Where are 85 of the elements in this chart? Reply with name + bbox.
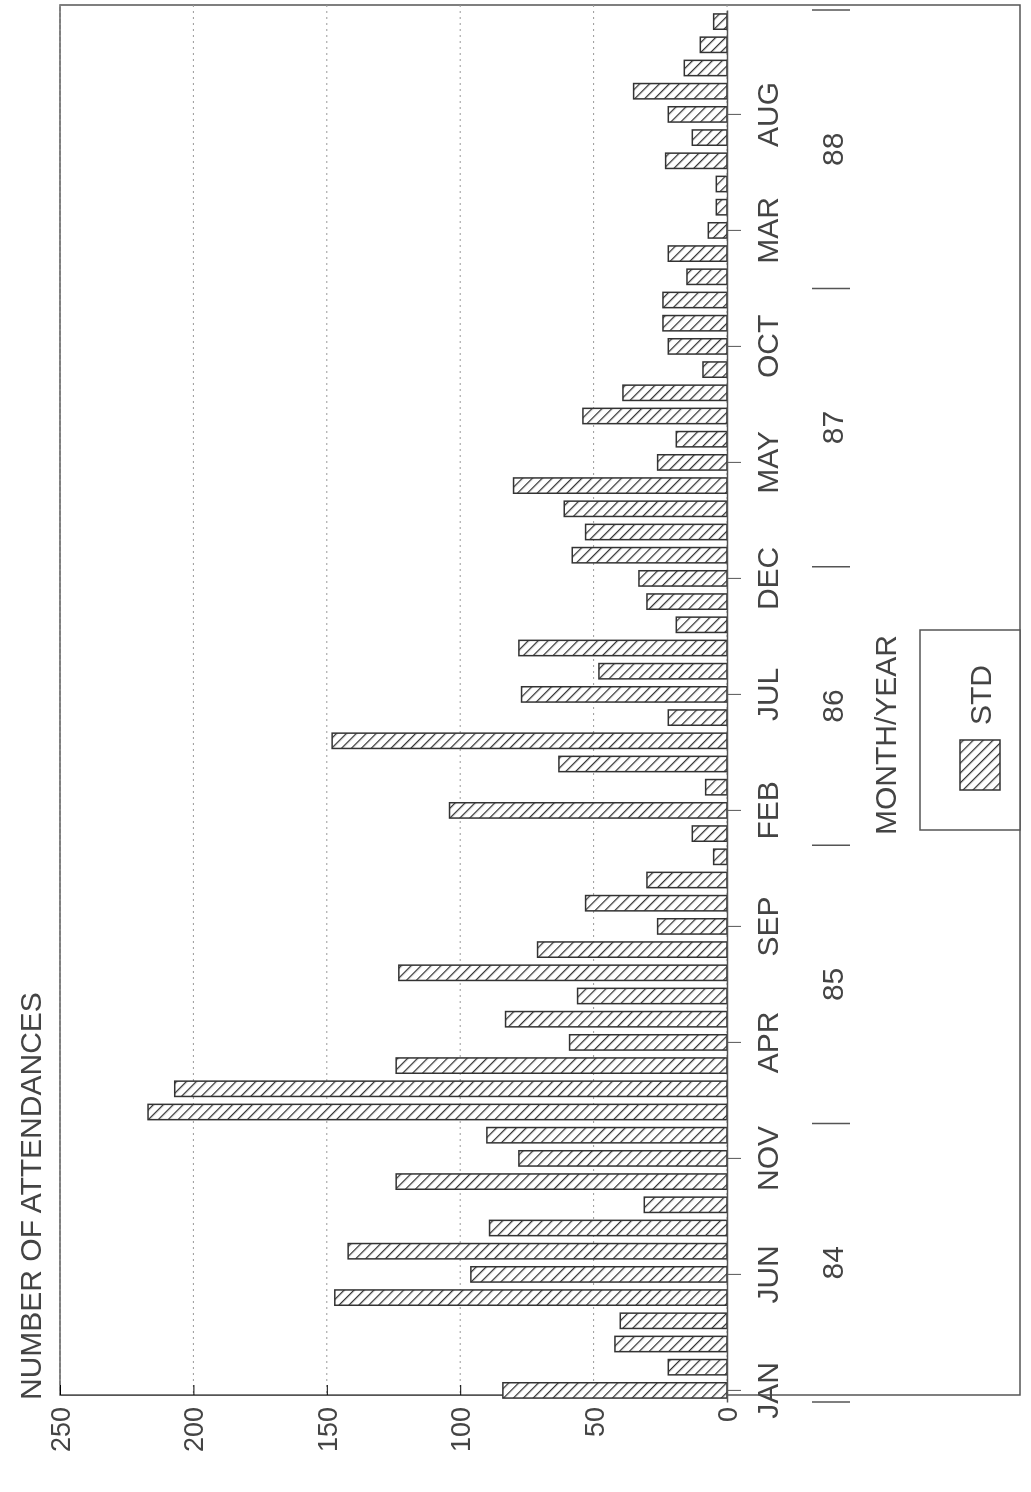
bar <box>504 1010 728 1028</box>
bar <box>398 964 728 982</box>
bar <box>536 941 728 959</box>
text: 87 <box>815 410 849 445</box>
bar <box>614 1335 728 1353</box>
bar <box>584 894 728 912</box>
bar <box>656 917 728 935</box>
y-tick-label: OCT <box>750 314 784 379</box>
bar <box>675 616 728 634</box>
bar <box>638 569 728 587</box>
y-tick-label: SEP <box>750 896 784 957</box>
bar <box>331 732 728 750</box>
bar <box>683 59 728 77</box>
y-axis-title: MONTH/YEAR <box>868 634 902 836</box>
y-tick-label: DEC <box>750 546 784 611</box>
text: STD <box>963 665 997 725</box>
x-tick-label: 100 <box>446 1407 477 1453</box>
bar <box>563 500 728 518</box>
bar <box>686 268 728 286</box>
bar <box>147 1103 728 1121</box>
bar <box>558 755 728 773</box>
bar <box>667 709 728 727</box>
bar <box>662 314 728 332</box>
text: 86 <box>815 689 849 723</box>
x-tick-label: 50 <box>579 1407 610 1438</box>
bar <box>518 1149 728 1167</box>
bar <box>334 1289 728 1306</box>
bar <box>512 477 728 495</box>
bar <box>702 361 728 379</box>
bar <box>662 291 728 309</box>
bar <box>664 152 728 170</box>
bar <box>488 1219 728 1237</box>
x-tick-label: 0 <box>712 1407 743 1423</box>
bar <box>656 453 728 471</box>
text: 85 <box>815 967 849 1002</box>
bar <box>502 1381 728 1399</box>
y-tick-label: JAN <box>750 1362 784 1419</box>
bar <box>715 198 728 216</box>
bar <box>571 546 728 564</box>
bar <box>518 639 728 657</box>
bar <box>667 105 728 123</box>
bar <box>707 221 728 239</box>
y-tick-label: APR <box>750 1011 784 1074</box>
bar <box>646 593 728 611</box>
bar <box>712 13 728 31</box>
bar <box>486 1126 728 1144</box>
y-tick-label: JUN <box>750 1245 784 1304</box>
y-tick-label: FEB <box>750 781 784 840</box>
text: 84 <box>815 1246 849 1280</box>
bar <box>712 848 728 866</box>
bar <box>667 337 728 355</box>
y-tick-label: AUG <box>750 81 784 147</box>
bar <box>699 36 728 54</box>
bar <box>691 129 728 147</box>
bar <box>568 1033 728 1051</box>
bar <box>667 245 728 263</box>
bar <box>395 1173 728 1190</box>
y-tick-label: MAR <box>750 197 784 264</box>
bar <box>448 801 728 819</box>
text: NUMBER OF ATTENDANCES <box>13 992 47 1400</box>
bar <box>643 1196 728 1214</box>
bar <box>347 1242 728 1260</box>
x-tick-label: 200 <box>179 1407 210 1453</box>
bar <box>470 1265 728 1283</box>
bar <box>646 871 728 889</box>
bar <box>576 987 728 1005</box>
bar <box>598 662 728 680</box>
y-tick-label: JUL <box>750 667 784 722</box>
bar <box>173 1080 728 1098</box>
y-tick-label: MAY <box>750 431 784 494</box>
bar <box>622 384 728 402</box>
x-tick-label: 150 <box>312 1407 343 1453</box>
bar <box>667 1358 728 1376</box>
bar <box>691 825 728 843</box>
bar <box>675 430 728 448</box>
x-tick-label: 250 <box>45 1407 76 1453</box>
y-tick-label: NOV <box>750 1125 784 1191</box>
bar <box>619 1312 728 1330</box>
bar <box>704 778 728 796</box>
bar <box>520 685 728 703</box>
bar <box>632 82 728 100</box>
bar <box>582 407 728 425</box>
bar <box>584 523 728 541</box>
text: 88 <box>815 132 849 166</box>
bar <box>395 1057 728 1074</box>
